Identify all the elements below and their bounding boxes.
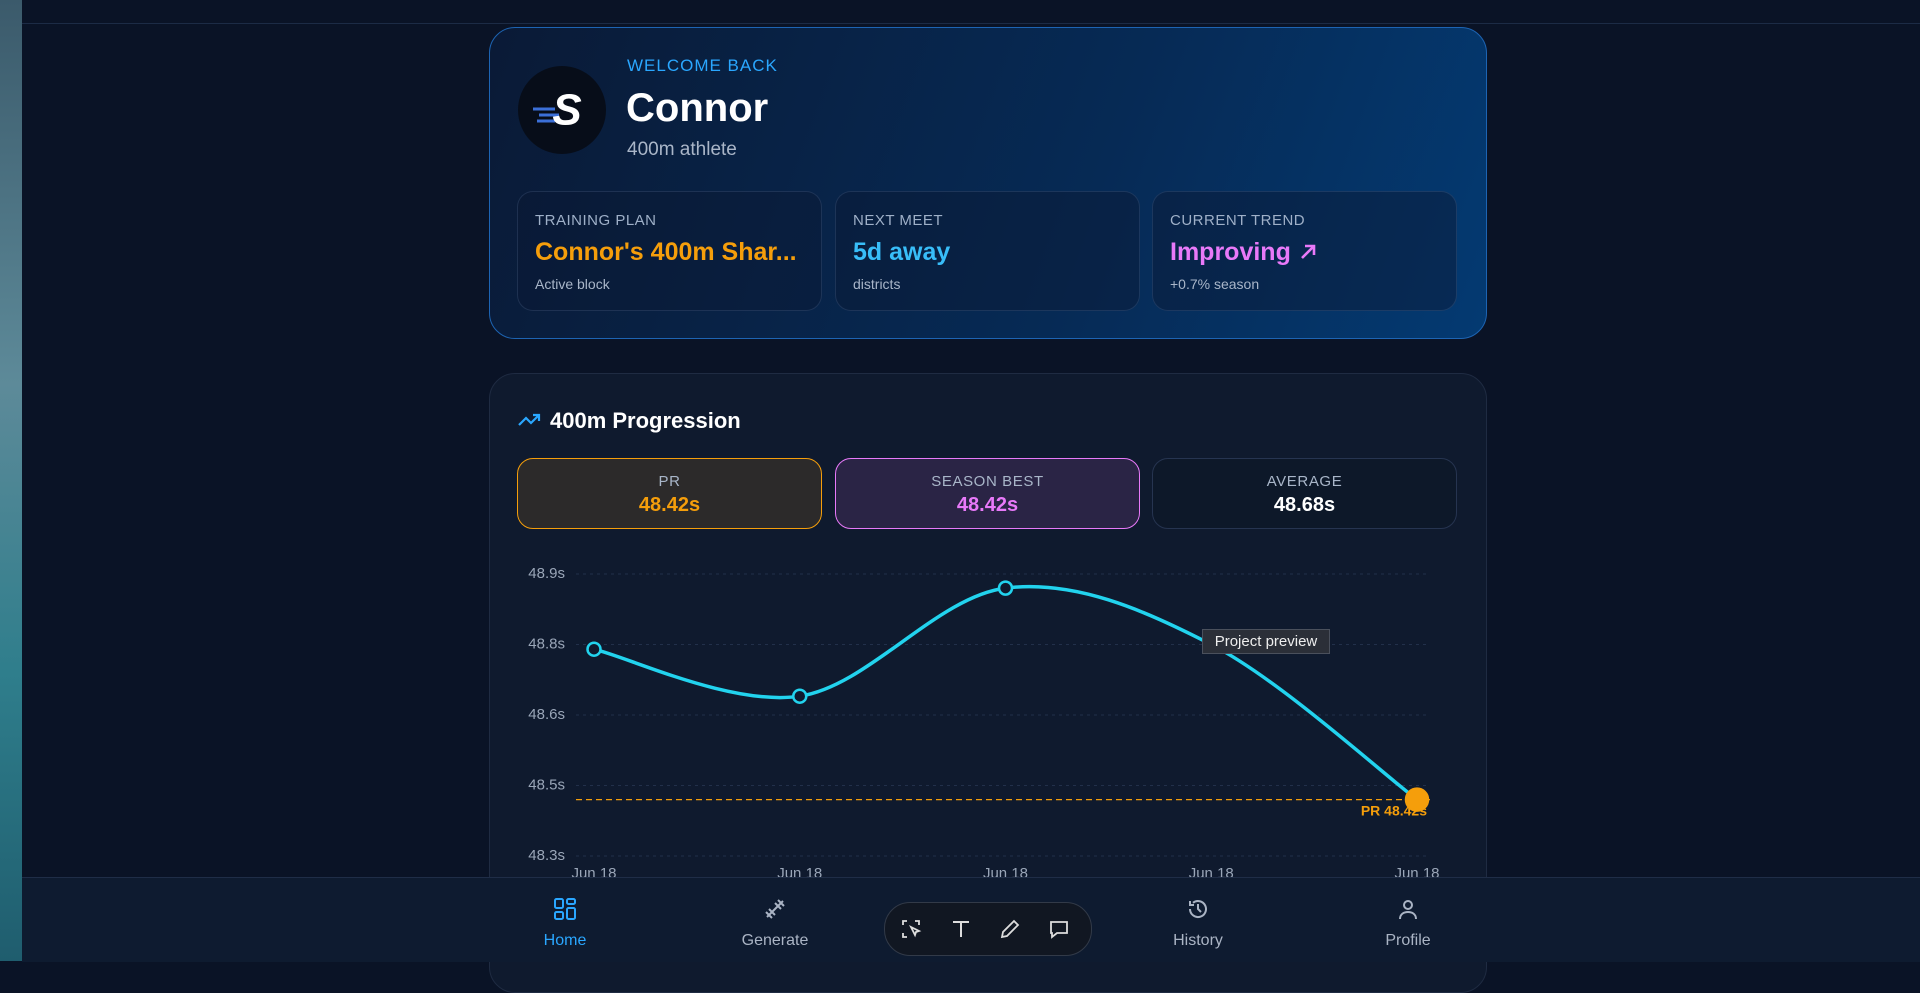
summary-pill: AVERAGE 48.68s xyxy=(1152,458,1457,529)
trend-arrow xyxy=(1300,244,1316,259)
eyebrow: WELCOME BACK xyxy=(627,56,778,75)
select-tool[interactable] xyxy=(899,917,923,941)
tooltip: Project preview xyxy=(1202,629,1330,654)
nav-item[interactable]: Generate xyxy=(741,932,809,949)
avatar: S xyxy=(518,66,606,154)
nav-icon xyxy=(1188,900,1207,918)
stat-note: districts xyxy=(853,276,901,292)
athlete-subtitle: 400m athlete xyxy=(627,139,737,160)
nav-icon xyxy=(765,899,785,919)
y-tick-label: 48.8s xyxy=(528,635,565,652)
nav-icon xyxy=(1399,900,1417,920)
stat-card: NEXT MEET 5d away districts xyxy=(835,191,1140,311)
data-point xyxy=(586,641,602,657)
pill-label: AVERAGE xyxy=(1266,473,1343,490)
pen-tool[interactable] xyxy=(998,917,1022,941)
stat-value: Improving xyxy=(1170,238,1318,267)
pill-value: 48.42s xyxy=(638,494,701,516)
stat-note: Active block xyxy=(535,276,610,292)
annotation-toolbar xyxy=(884,902,1092,956)
summary-pill: SEASON BEST 48.42s xyxy=(835,458,1140,529)
pr-point xyxy=(1404,787,1430,812)
reference-label: PR 48.42s xyxy=(1361,802,1427,818)
nav-item[interactable]: Profile xyxy=(1385,932,1431,949)
trend-icon xyxy=(518,413,541,426)
pill-value: 48.42s xyxy=(956,494,1019,516)
hero-card: S WELCOME BACK Connor 400m athlete xyxy=(489,27,1487,339)
text-tool[interactable] xyxy=(949,917,973,941)
stat-value: Connor's 400m Shar... xyxy=(535,238,797,266)
stat-value: 5d away xyxy=(853,238,951,266)
nav-item[interactable]: Home xyxy=(543,932,587,949)
stat-note: +0.7% season xyxy=(1170,276,1260,292)
stat-label: CURRENT TREND xyxy=(1170,212,1306,229)
y-tick-label: 48.9s xyxy=(528,565,565,582)
trend-text: Improving xyxy=(1170,238,1291,266)
nav-item[interactable]: History xyxy=(1173,932,1223,949)
pill-label: SEASON BEST xyxy=(931,473,1044,490)
stat-label: NEXT MEET xyxy=(853,212,944,229)
pill-value: 48.68s xyxy=(1273,494,1336,516)
athlete-name: Connor xyxy=(626,86,769,130)
comment-tool[interactable] xyxy=(1047,917,1071,941)
y-tick-label: 48.5s xyxy=(528,776,565,793)
stat-card: CURRENT TREND Improving +0.7% season xyxy=(1152,191,1457,311)
side-edge xyxy=(0,0,22,961)
data-point xyxy=(997,580,1014,596)
y-tick-label: 48.3s xyxy=(528,847,565,864)
stat-label: TRAINING PLAN xyxy=(535,212,657,229)
stat-card: TRAINING PLAN Connor's 400m Shar... Active… xyxy=(517,191,822,311)
progression-line xyxy=(593,584,1419,801)
svg-text:S: S xyxy=(552,86,581,135)
card-title: 400m Progression xyxy=(550,408,741,433)
y-tick-label: 48.6s xyxy=(528,706,565,723)
summary-pill: PR 48.42s xyxy=(517,458,822,529)
data-point xyxy=(792,688,808,704)
nav-icon xyxy=(554,898,576,920)
pill-label: PR xyxy=(658,473,681,490)
top-divider xyxy=(22,23,1920,24)
